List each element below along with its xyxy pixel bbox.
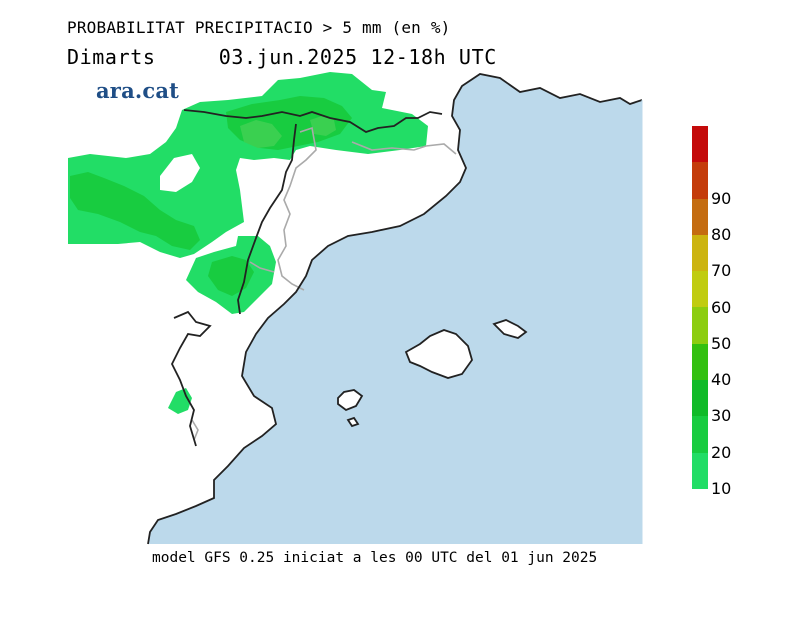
menorca [492,319,528,339]
ara-cat-logo[interactable]: ara.cat [96,78,180,103]
regional-borders [191,126,457,441]
colorbar-label: 70 [711,261,732,281]
colorbar-label: 20 [711,442,732,462]
colorbar-swatch [692,307,708,344]
model-info: model GFS 0.25 iniciat a les 00 UTC del … [152,550,598,566]
forecast-period: Dimarts 03.jun.2025 12-18h UTC [67,45,497,69]
colorbar-swatch [692,380,708,417]
balearic-islands [337,319,528,428]
colorbar-legend [692,126,708,489]
eivissa [337,389,364,412]
colorbar-labels: 10 20 30 40 50 60 70 80 90 [711,0,771,617]
colorbar-label: 30 [711,406,732,426]
sea-area [148,74,642,544]
forecast-day: Dimarts [67,45,156,69]
colorbar-swatch [692,234,708,272]
colorbar-label: 10 [711,479,732,498]
colorbar-label: 80 [711,224,732,244]
colorbar-swatch [692,343,708,381]
colorbar-label: 50 [711,333,732,353]
formentera [346,416,360,428]
mallorca [404,329,473,379]
chart-title: PROBABILITAT PRECIPITACIO > 5 mm (en %) [67,18,451,37]
forecast-date: 03.jun.2025 [218,45,358,69]
colorbar-swatch [692,198,708,235]
colorbar-label: 90 [711,188,732,208]
colorbar-swatch [692,126,708,163]
colorbar-label: 40 [711,370,732,390]
colorbar-swatch [692,416,708,453]
colorbar-label: 60 [711,297,732,317]
colorbar-swatch [692,271,708,308]
colorbar-swatch [692,452,708,489]
colorbar-swatch [692,162,708,199]
precip-probability-areas [68,72,428,414]
forecast-hours: 12-18h UTC [370,45,497,69]
country-borders [147,73,643,545]
